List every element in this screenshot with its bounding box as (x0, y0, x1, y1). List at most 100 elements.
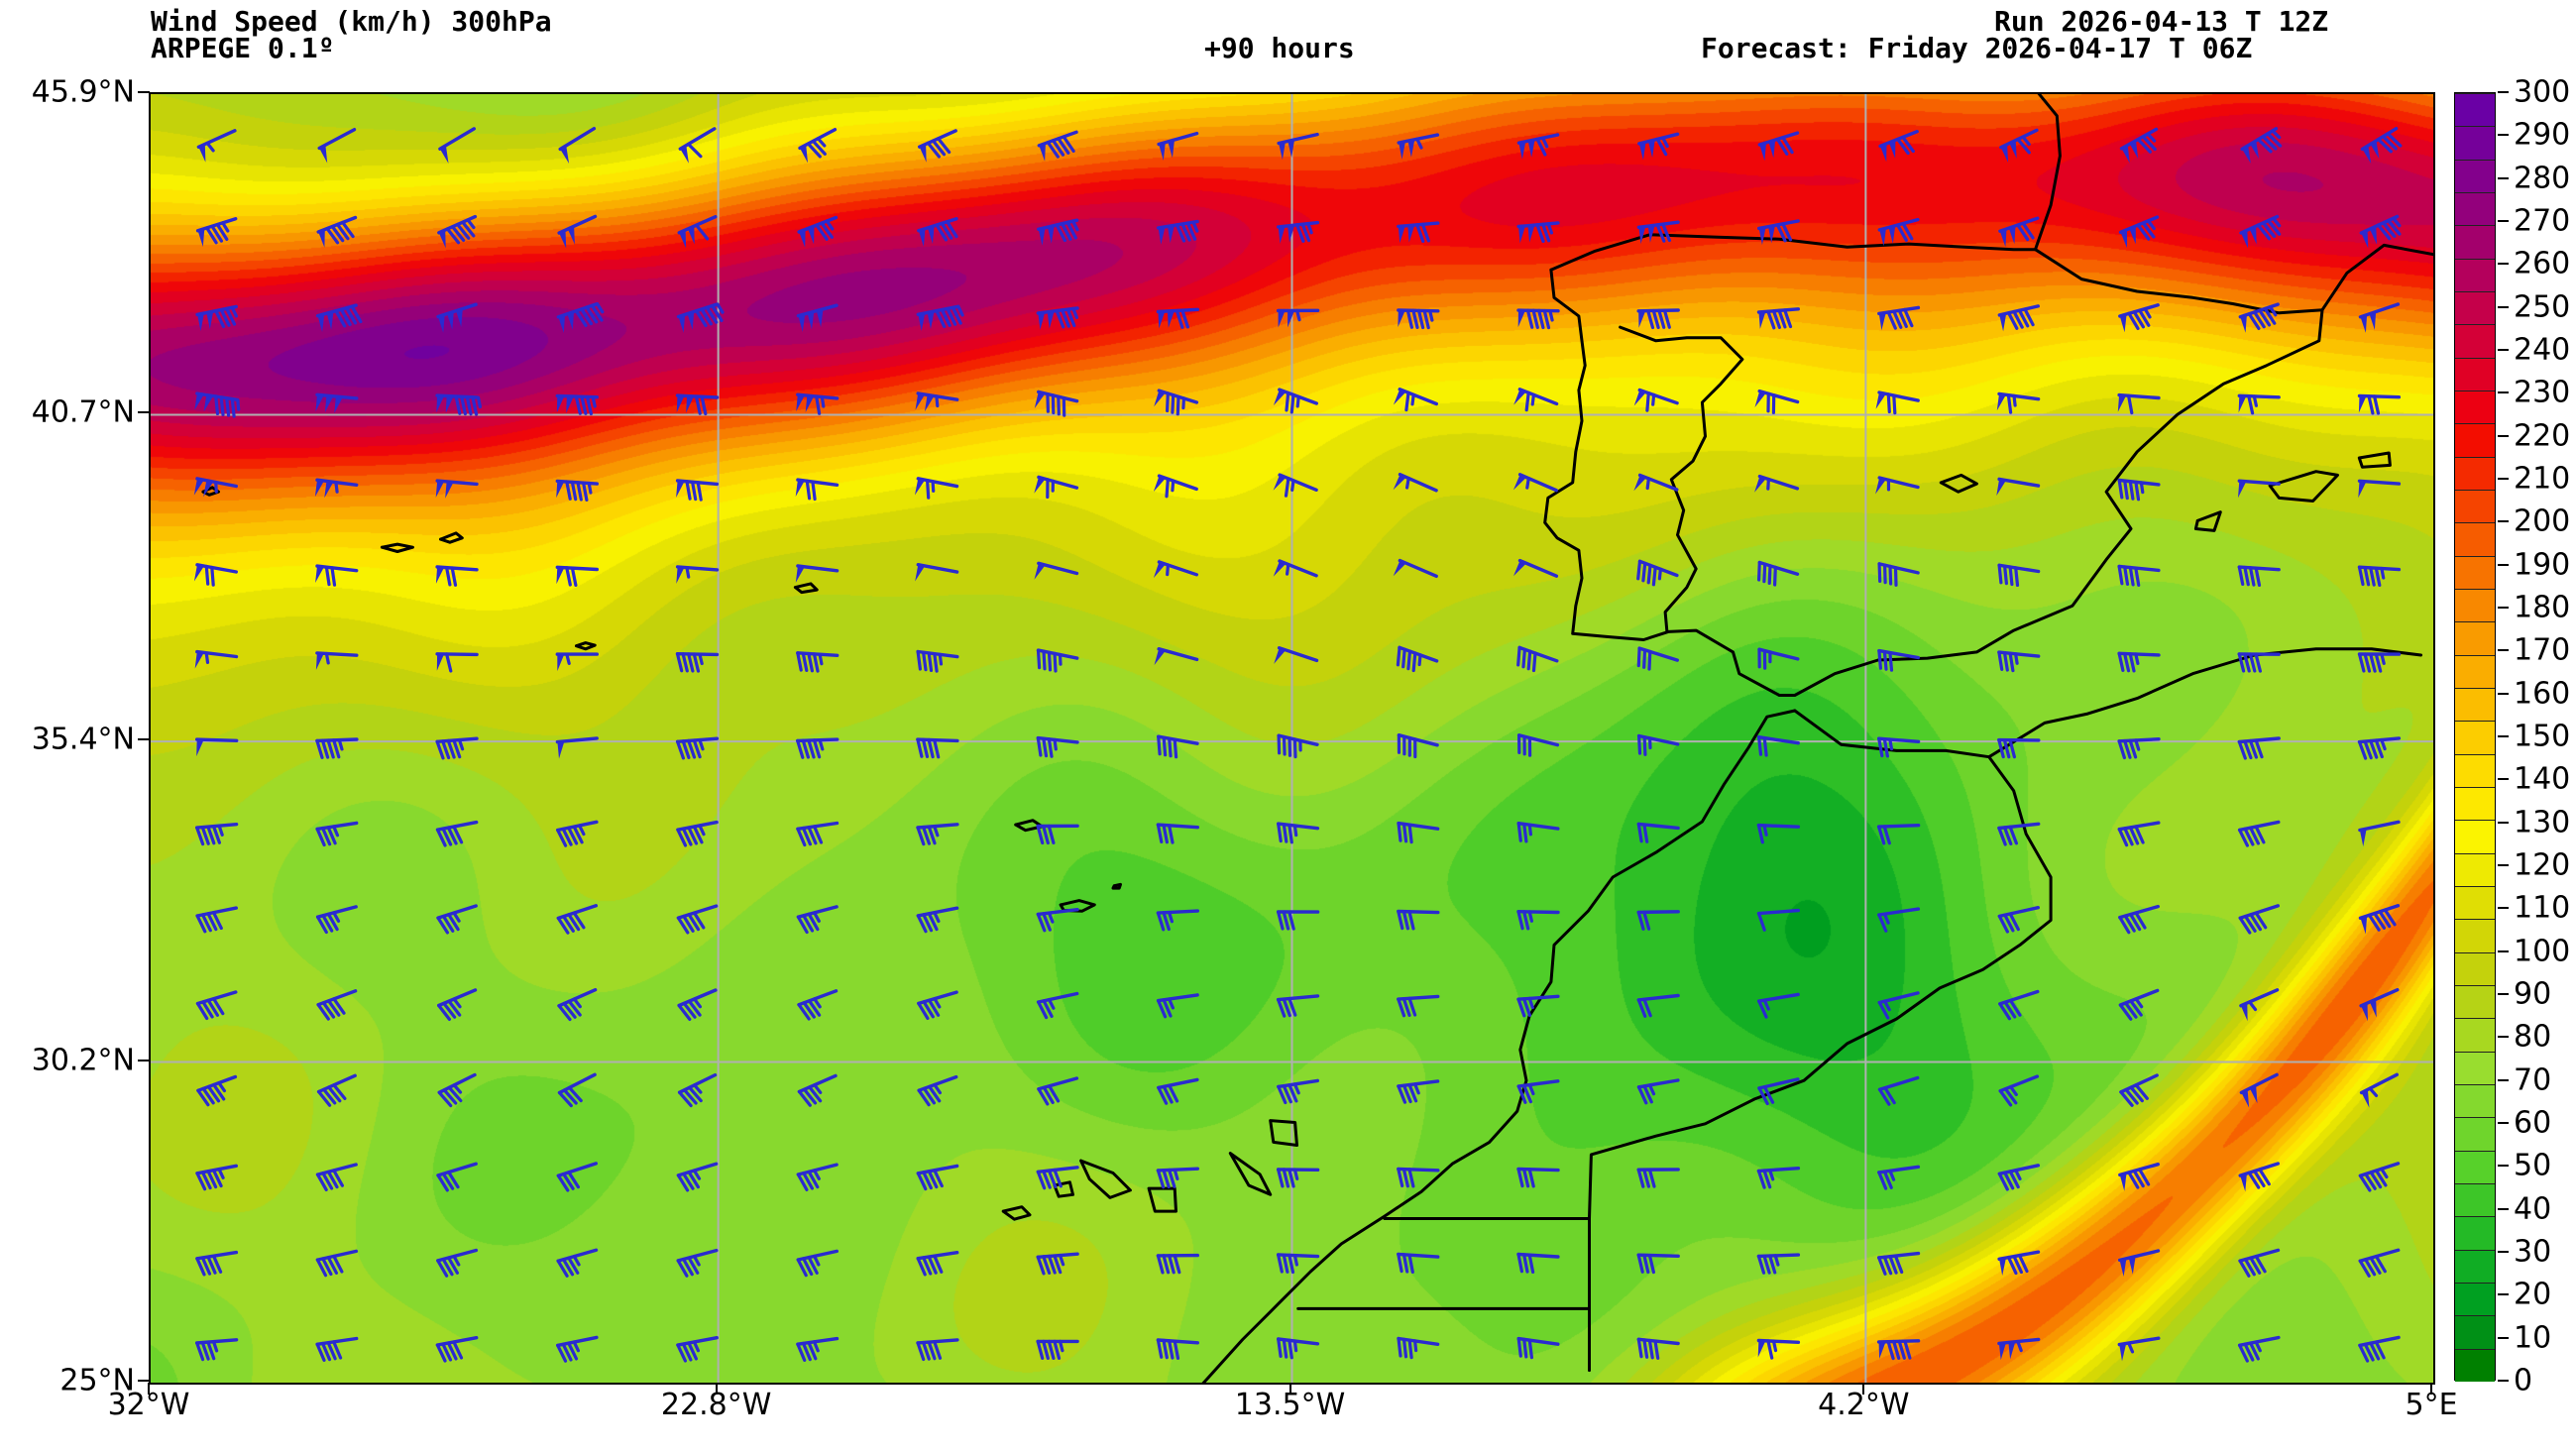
colorbar-swatch (2455, 225, 2495, 259)
colorbar-label: 30 (2514, 1234, 2552, 1270)
colorbar-swatch (2455, 93, 2495, 127)
colorbar-tick (2498, 821, 2509, 824)
colorbar-swatch (2455, 1150, 2495, 1183)
colorbar-swatch (2455, 1117, 2495, 1151)
colorbar-tick (2498, 649, 2509, 652)
colorbar-swatch (2455, 721, 2495, 754)
wind-speed-map (149, 92, 2435, 1385)
colorbar-swatch (2455, 1051, 2495, 1084)
colorbar-tick (2498, 1122, 2509, 1124)
colorbar-tick (2498, 1380, 2509, 1382)
colorbar-label: 270 (2514, 203, 2571, 239)
colorbar-swatch (2455, 1216, 2495, 1250)
colorbar-tick (2498, 907, 2509, 910)
lon-tick (1862, 1383, 1865, 1395)
map-overlays (151, 94, 2433, 1383)
chart-title: Wind Speed (km/h) 300hPa (151, 5, 552, 38)
wind-barb-layer (193, 127, 2403, 1363)
colorbar-label: 80 (2514, 1019, 2552, 1055)
colorbar-tick (2498, 520, 2509, 523)
colorbar-label: 40 (2514, 1191, 2552, 1227)
lon-label: 13.5°W (1234, 1388, 1346, 1422)
colorbar-tick (2498, 563, 2509, 566)
colorbar-tick (2498, 1165, 2509, 1168)
colorbar-label: 70 (2514, 1062, 2552, 1098)
colorbar-tick (2498, 778, 2509, 781)
colorbar-swatch (2455, 589, 2495, 622)
colorbar-swatch (2455, 886, 2495, 920)
model-label: ARPEGE 0.1º (151, 32, 335, 64)
colorbar-label: 230 (2514, 375, 2571, 410)
colorbar-tick (2498, 391, 2509, 394)
colorbar-tick (2498, 1251, 2509, 1253)
colorbar-tick (2498, 1207, 2509, 1210)
colorbar-tick (2498, 91, 2509, 93)
colorbar-tick (2498, 134, 2509, 137)
colorbar-label: 170 (2514, 632, 2571, 668)
lat-label: 25°N (59, 1363, 135, 1398)
colorbar-swatch (2455, 357, 2495, 391)
lon-label: 4.2°W (1818, 1388, 1910, 1422)
colorbar-swatch (2455, 1315, 2495, 1349)
colorbar-swatch (2455, 1283, 2495, 1316)
colorbar-swatch (2455, 919, 2495, 952)
colorbar-swatch (2455, 1183, 2495, 1217)
lat-label: 35.4°N (31, 722, 135, 757)
colorbar-swatch (2455, 490, 2495, 523)
colorbar-tick (2498, 220, 2509, 222)
colorbar-swatch (2455, 258, 2495, 291)
colorbar-label: 10 (2514, 1320, 2552, 1356)
colorbar-swatch (2455, 820, 2495, 853)
colorbar-label: 300 (2514, 74, 2571, 110)
lon-label: 32°W (107, 1388, 190, 1422)
colorbar-label: 160 (2514, 676, 2571, 712)
colorbar-label: 110 (2514, 890, 2571, 926)
colorbar-swatch (2455, 1348, 2495, 1382)
colorbar-label: 180 (2514, 590, 2571, 625)
colorbar-swatch (2455, 456, 2495, 490)
lat-tick (138, 411, 150, 414)
lat-tick (138, 91, 150, 93)
lon-tick (2430, 1383, 2432, 1395)
lat-label: 40.7°N (31, 394, 135, 430)
colorbar-swatch (2455, 324, 2495, 358)
colorbar-tick (2498, 478, 2509, 480)
colorbar-swatch (2455, 1249, 2495, 1283)
colorbar-swatch (2455, 391, 2495, 424)
colorbar-label: 220 (2514, 418, 2571, 454)
colorbar-label: 260 (2514, 246, 2571, 281)
lon-tick (148, 1383, 150, 1395)
colorbar-label: 140 (2514, 761, 2571, 797)
colorbar-label: 200 (2514, 503, 2571, 539)
colorbar-swatch (2455, 621, 2495, 655)
lat-tick (138, 1380, 150, 1382)
colorbar-tick (2498, 1078, 2509, 1081)
colorbar-swatch (2455, 192, 2495, 226)
lead-time-label: +90 hours (1204, 32, 1355, 64)
lat-tick (138, 738, 150, 741)
run-time-label: Run 2026-04-13 T 12Z (1994, 5, 2329, 38)
colorbar-tick (2498, 305, 2509, 308)
colorbar-tick (2498, 1336, 2509, 1339)
lon-label: 22.8°W (660, 1388, 772, 1422)
lon-label: 5°E (2405, 1388, 2458, 1422)
colorbar-tick (2498, 1293, 2509, 1296)
forecast-valid-label: Forecast: Friday 2026-04-17 T 06Z (1701, 32, 2253, 64)
colorbar-swatch (2455, 654, 2495, 688)
colorbar-label: 100 (2514, 934, 2571, 969)
colorbar-tick (2498, 735, 2509, 737)
colorbar-swatch (2455, 1084, 2495, 1118)
colorbar-label: 20 (2514, 1277, 2552, 1312)
colorbar-tick (2498, 1036, 2509, 1039)
colorbar-label: 150 (2514, 719, 2571, 754)
colorbar-tick (2498, 349, 2509, 351)
colorbar-swatch (2455, 522, 2495, 556)
colorbar-swatch (2455, 1018, 2495, 1052)
colorbar-tick (2498, 949, 2509, 952)
colorbar-tick (2498, 263, 2509, 266)
colorbar-label: 280 (2514, 161, 2571, 196)
colorbar-tick (2498, 692, 2509, 695)
chart-header: Wind Speed (km/h) 300hPa ARPEGE 0.1º +90… (0, 0, 2576, 64)
colorbar-swatch (2455, 291, 2495, 325)
lon-tick (1288, 1383, 1291, 1395)
